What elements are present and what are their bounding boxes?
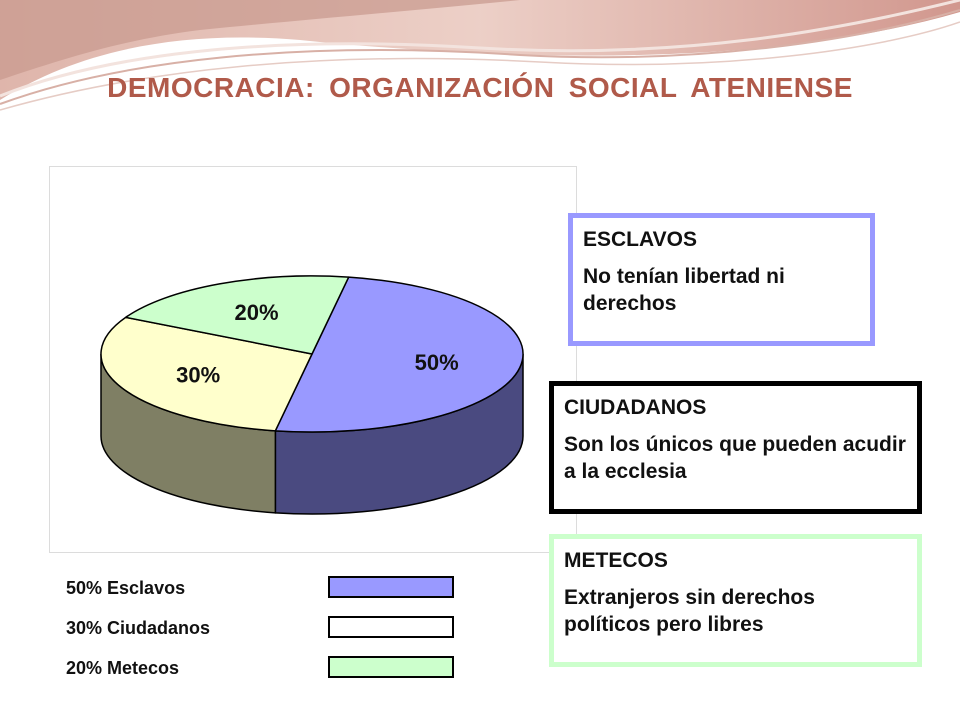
legend-swatch: [328, 656, 454, 678]
legend-swatch: [328, 616, 454, 638]
legend-label: 50% Esclavos: [66, 578, 186, 598]
info-box-metecos: METECOS Extranjeros sin derechos polític…: [549, 534, 922, 667]
info-box-text: Extranjeros sin derechos políticos pero …: [564, 586, 815, 636]
pie-data-label-metecos: 20%: [234, 300, 278, 325]
legend-swatch: [328, 576, 454, 598]
info-box-esclavos: ESCLAVOS No tenían libertad ni derechos: [568, 213, 875, 346]
header-swoosh-decoration: [0, 0, 960, 111]
legend-label: 30% Ciudadanos: [66, 618, 211, 638]
info-box-ciudadanos: CIUDADANOS Son los únicos que pueden acu…: [549, 381, 922, 514]
pie-slice-ciudadanos: [100, 316, 313, 432]
pie-chart: 50% 30% 20%: [100, 275, 524, 515]
info-box-title: METECOS: [564, 549, 668, 572]
pie-chart-area: 50% 30% 20%: [49, 166, 577, 553]
legend-item-esclavos: 50% Esclavos: [66, 576, 466, 600]
info-box-title: ESCLAVOS: [583, 228, 697, 251]
info-box-text: No tenían libertad ni derechos: [583, 265, 785, 315]
slide-title: DEMOCRACIA: ORGANIZACIÓN SOCIAL ATENIENS…: [107, 72, 853, 103]
info-box-title: CIUDADANOS: [564, 396, 707, 419]
pie-slice-metecos: [124, 275, 350, 355]
pie-data-label-ciudadanos: 30%: [176, 363, 220, 388]
info-box-text: Son los únicos que pueden acudir a la ec…: [564, 433, 906, 483]
pie-slice-esclavos: [274, 276, 524, 433]
legend-item-metecos: 20% Metecos: [66, 656, 466, 680]
legend-label: 20% Metecos: [66, 658, 180, 678]
pie-data-label-esclavos: 50%: [415, 350, 459, 375]
legend-item-ciudadanos: 30% Ciudadanos: [66, 616, 466, 640]
